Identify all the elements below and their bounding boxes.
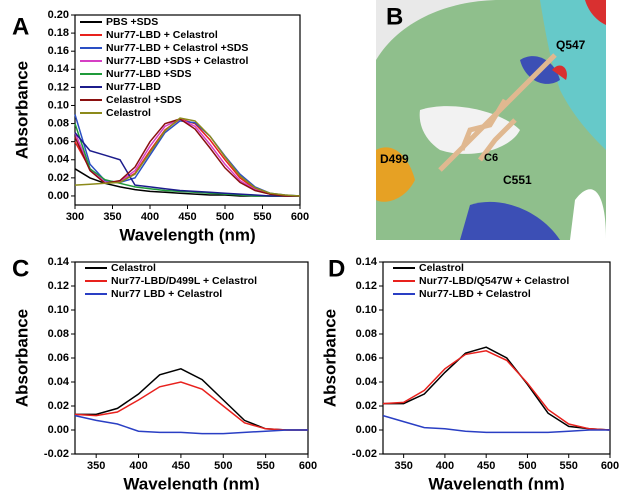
x-tick-label: 350 (103, 211, 121, 223)
surface-cyan (540, 0, 606, 150)
x-tick-label: 500 (216, 211, 234, 223)
legend-label: Celastrol (106, 107, 151, 119)
y-tick-label: 0.04 (48, 154, 70, 166)
x-tick-label: 600 (601, 460, 619, 472)
y-tick-label: 0.00 (356, 424, 377, 436)
y-tick-label: 0.00 (48, 424, 69, 436)
surface-red (552, 65, 567, 80)
y-tick-label: 0.02 (48, 400, 69, 412)
x-tick-label: 300 (66, 211, 84, 223)
y-tick-label: -0.02 (352, 448, 377, 460)
x-tick-label: 600 (299, 460, 317, 472)
x-tick-label: 450 (477, 460, 495, 472)
legend-label: Nur77 LBD + Celastrol (111, 288, 222, 300)
ligand (438, 53, 557, 172)
y-tick-label: 0.10 (48, 304, 69, 316)
residue-label: C551 (503, 173, 532, 187)
series-line (74, 118, 300, 197)
y-tick-label: 0.14 (356, 256, 378, 268)
y-tick-label: 0.08 (48, 117, 69, 129)
y-tick-label: 0.06 (48, 136, 69, 148)
y-tick-label: 0.06 (356, 352, 377, 364)
x-axis-title: Wavelength (nm) (123, 474, 259, 490)
legend-label: Nur77-LBD + Celastrol +SDS (106, 42, 248, 54)
x-tick-label: 450 (172, 460, 190, 472)
y-tick-label: 0.04 (48, 376, 70, 388)
y-tick-label: 0.10 (356, 304, 377, 316)
y-tick-label: -0.02 (44, 448, 69, 460)
series-line (74, 414, 308, 435)
surface-red (585, 0, 606, 25)
surface-blue (460, 201, 560, 240)
y-tick-label: 0.08 (356, 328, 377, 340)
legend-label: Nur77-LBD + Celastrol (106, 29, 218, 41)
series-line (382, 350, 611, 431)
y-tick-label: 0.06 (48, 352, 69, 364)
series-line (74, 381, 308, 431)
x-tick-label: 550 (256, 460, 274, 472)
legend-label: Nur77-LBD +SDS + Celastrol (106, 55, 248, 67)
y-tick-label: 0.00 (48, 190, 69, 202)
surface-white (570, 189, 606, 240)
y-tick-label: 0.08 (48, 328, 69, 340)
series-line (383, 346, 611, 431)
panel-label: B (386, 3, 403, 30)
x-tick-label: 450 (178, 211, 196, 223)
series-line (74, 117, 301, 197)
y-tick-label: 0.10 (48, 99, 69, 111)
legend-label: Nur77-LBD/Q547W + Celastrol (419, 275, 569, 287)
x-tick-label: 400 (436, 460, 454, 472)
y-tick-label: 0.12 (48, 81, 69, 93)
panel-label: A (12, 13, 29, 40)
structure-panel (376, 0, 606, 240)
residue-label: D499 (380, 152, 409, 166)
residue-label: C6 (484, 152, 498, 164)
legend-label: Celastrol (419, 262, 464, 274)
y-tick-label: 0.16 (48, 45, 69, 57)
series-line (75, 367, 308, 431)
x-tick-label: 350 (87, 460, 105, 472)
x-tick-label: 400 (129, 460, 147, 472)
x-tick-label: 600 (291, 211, 309, 223)
y-tick-label: 0.14 (48, 256, 70, 268)
y-axis-title: Absorbance (320, 309, 339, 407)
legend-label: Celastrol (111, 262, 156, 274)
legend-label: Nur77-LBD + Celastrol (419, 288, 531, 300)
panel-label: C (12, 255, 29, 282)
y-tick-label: 0.20 (48, 9, 69, 21)
legend-label: Celastrol +SDS (106, 94, 182, 106)
x-axis-title: Wavelength (nm) (119, 225, 255, 244)
surface-orange (376, 147, 415, 202)
y-axis-title: Absorbance (12, 309, 31, 407)
residue-label: Q547 (556, 38, 586, 52)
x-tick-label: 550 (560, 460, 578, 472)
series-line (382, 414, 610, 434)
series-line (74, 132, 300, 197)
x-tick-label: 550 (253, 211, 271, 223)
y-tick-label: 0.02 (356, 400, 377, 412)
y-tick-label: 0.04 (356, 376, 378, 388)
x-tick-label: 500 (214, 460, 232, 472)
legend-label: Nur77-LBD +SDS (106, 68, 191, 80)
legend-label: PBS +SDS (106, 16, 158, 28)
x-tick-label: 350 (394, 460, 412, 472)
x-tick-label: 500 (518, 460, 536, 472)
y-tick-label: 0.02 (48, 172, 69, 184)
panel-label: D (328, 255, 345, 282)
x-axis-title: Wavelength (nm) (428, 474, 564, 490)
y-tick-label: 0.18 (48, 27, 69, 39)
legend-label: Nur77-LBD/D499L + Celastrol (111, 275, 257, 287)
legend-label: Nur77-LBD (106, 81, 161, 93)
x-tick-label: 400 (141, 211, 159, 223)
y-tick-label: 0.14 (48, 63, 70, 75)
y-axis-title: Absorbance (12, 61, 31, 159)
y-tick-label: 0.12 (356, 280, 377, 292)
y-tick-label: 0.12 (48, 280, 69, 292)
series-line (74, 123, 300, 197)
